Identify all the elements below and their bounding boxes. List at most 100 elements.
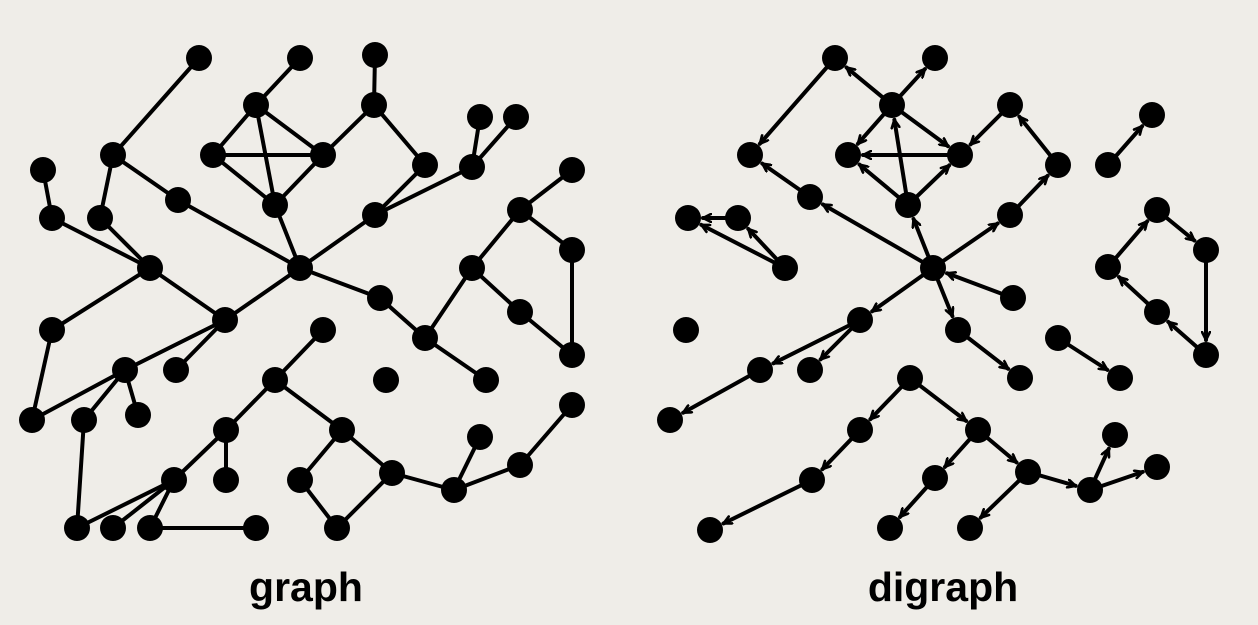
graph-edge-47 — [75, 478, 176, 530]
graph-node-27 — [310, 317, 336, 343]
graph-node-18 — [39, 205, 65, 231]
digraph-node-22 — [747, 357, 773, 383]
graph-node-0 — [186, 45, 212, 71]
graph-node-28 — [412, 325, 438, 351]
graph-node-37 — [71, 407, 97, 433]
digraph-node-39 — [877, 515, 903, 541]
graph-node-19 — [137, 255, 163, 281]
digraph-edge-35 — [721, 478, 814, 526]
graph-edge-42 — [75, 418, 86, 530]
graph-node-40 — [329, 417, 355, 443]
graph-edge-58 — [518, 403, 574, 467]
graph-edge-22 — [148, 266, 227, 322]
graph-node-1 — [287, 45, 313, 71]
graph-edge-0 — [111, 56, 201, 157]
graph-node-32 — [163, 357, 189, 383]
graph-edge-36 — [123, 318, 227, 372]
graph-node-33 — [373, 367, 399, 393]
edges-layer — [30, 53, 1206, 530]
caption-digraph: digraph — [867, 564, 1019, 610]
digraph-node-19 — [847, 307, 873, 333]
digraph-node-37 — [1015, 459, 1041, 485]
graph-node-14 — [262, 192, 288, 218]
graph-edge-17 — [176, 198, 302, 270]
graph-node-44 — [213, 467, 239, 493]
graph-node-13 — [559, 157, 585, 183]
digraph-node-33 — [847, 417, 873, 443]
graph-node-39 — [213, 417, 239, 443]
digraph-node-35 — [799, 467, 825, 493]
digraph-node-18 — [945, 317, 971, 343]
graph-node-43 — [161, 467, 187, 493]
graph-node-53 — [324, 515, 350, 541]
graph-node-30 — [39, 317, 65, 343]
graph-node-24 — [367, 285, 393, 311]
digraph-edge-12 — [931, 221, 1000, 270]
graph-node-4 — [361, 92, 387, 118]
digraph-node-10 — [1095, 152, 1121, 178]
digraph-node-31 — [1193, 342, 1219, 368]
digraph-node-1 — [922, 45, 948, 71]
digraph-node-16 — [997, 202, 1023, 228]
digraph-node-15 — [920, 255, 946, 281]
graph-edge-21 — [50, 266, 152, 332]
graph-node-35 — [262, 367, 288, 393]
digraph-node-23 — [797, 357, 823, 383]
digraph-node-38 — [697, 517, 723, 543]
digraph-node-42 — [1102, 422, 1128, 448]
graph-node-48 — [507, 452, 533, 478]
graph-node-41 — [559, 392, 585, 418]
graph-edge-51 — [273, 378, 344, 432]
graph-node-3 — [243, 92, 269, 118]
digraph-node-36 — [922, 465, 948, 491]
graph-node-10 — [467, 104, 493, 130]
graph-node-45 — [287, 467, 313, 493]
graph-node-36 — [19, 407, 45, 433]
graph-node-46 — [379, 460, 405, 486]
graph-node-26 — [212, 307, 238, 333]
digraph-edge-0 — [757, 56, 837, 146]
graph-node-52 — [243, 515, 269, 541]
digraph-node-40 — [957, 515, 983, 541]
digraph-node-29 — [1193, 237, 1219, 263]
digraph-node-24 — [657, 407, 683, 433]
graph-edge-7 — [211, 153, 277, 207]
digraph-node-21 — [673, 317, 699, 343]
graph-node-42 — [467, 424, 493, 450]
nodes-layer — [19, 42, 1219, 543]
graph-node-15 — [362, 202, 388, 228]
digraph-node-32 — [897, 365, 923, 391]
digraph-node-11 — [1139, 102, 1165, 128]
graph-node-16 — [165, 187, 191, 213]
digraph-node-43 — [1144, 454, 1170, 480]
digraph-node-27 — [1144, 197, 1170, 223]
digraph-edge-10 — [820, 202, 935, 270]
graph-node-34 — [473, 367, 499, 393]
digraph-node-17 — [1000, 285, 1026, 311]
graph-edge-10 — [372, 103, 427, 167]
digraph-node-26 — [1107, 365, 1133, 391]
digraph-edge-18 — [699, 222, 787, 270]
graph-node-50 — [100, 515, 126, 541]
graph-node-8 — [30, 157, 56, 183]
digraph-node-41 — [1077, 477, 1103, 503]
graph-node-25 — [507, 299, 533, 325]
graph-node-20 — [287, 255, 313, 281]
graph-edge-38 — [30, 328, 54, 422]
graph-node-12 — [459, 154, 485, 180]
digraph-node-3 — [737, 142, 763, 168]
digraph-node-8 — [895, 192, 921, 218]
graph-node-11 — [503, 104, 529, 130]
graph-edge-39 — [30, 368, 127, 422]
digraph-node-4 — [835, 142, 861, 168]
graph-node-21 — [507, 197, 533, 223]
graph-edge-14 — [373, 165, 474, 217]
digraph-node-34 — [965, 417, 991, 443]
graph-node-31 — [112, 357, 138, 383]
graph-edge-4 — [254, 103, 325, 157]
digraph-node-25 — [1045, 325, 1071, 351]
graph-node-17 — [87, 205, 113, 231]
digraph-node-28 — [1095, 254, 1121, 280]
graph-edge-24 — [298, 213, 377, 270]
